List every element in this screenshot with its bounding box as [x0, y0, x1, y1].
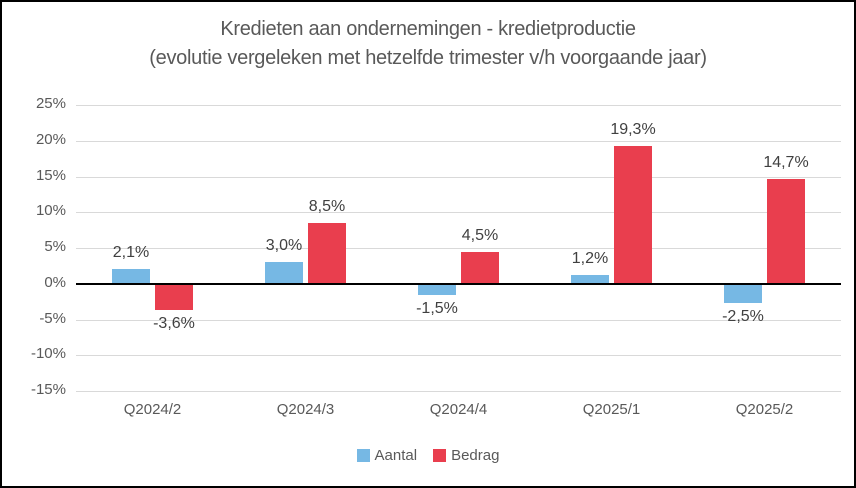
gridline: [76, 355, 841, 357]
legend-swatch-aantal: [356, 449, 370, 462]
data-label: 19,3%: [610, 120, 656, 138]
gridline: [76, 391, 841, 392]
y-tick-label: -5%: [39, 309, 66, 327]
data-label: 8,5%: [308, 197, 346, 215]
y-tick-label: 25%: [35, 95, 66, 112]
x-tick-label: Q2025/1: [582, 401, 641, 418]
legend-item-bedrag: Bedrag: [433, 447, 499, 464]
zero-axis-line: [76, 282, 841, 285]
data-label: 1,2%: [571, 250, 609, 268]
bar-bedrag: [614, 145, 652, 284]
bar-aantal: [571, 275, 609, 284]
x-tick-label: Q2024/4: [429, 401, 488, 418]
gridline: [76, 176, 841, 178]
bar-bedrag: [461, 251, 499, 284]
y-tick-label: 20%: [35, 130, 66, 148]
x-tick-label: Q2024/3: [276, 401, 335, 418]
data-label: 14,7%: [763, 153, 809, 171]
legend: Aantal Bedrag: [2, 447, 854, 464]
y-tick-label: 15%: [35, 166, 66, 184]
gridline: [76, 319, 841, 321]
bar-aantal: [265, 262, 303, 284]
data-label: 4,5%: [461, 226, 499, 244]
bar-bedrag: [767, 178, 805, 284]
plot-area: 2,1% -3,6% 3,0% 8,5% -1,5% 4,5% 1,2% 19,3% -2,5%…: [76, 105, 841, 392]
data-label: 3,0%: [265, 237, 303, 255]
data-label: -2,5%: [722, 307, 764, 325]
chart-title-line2: (evolutie vergeleken met hetzelfde trime…: [149, 47, 707, 69]
legend-item-aantal: Aantal: [356, 447, 418, 464]
gridline: [76, 105, 841, 106]
y-tick-label: 0%: [44, 273, 66, 291]
y-tick-label: 10%: [35, 202, 66, 220]
gridline: [76, 212, 841, 214]
y-tick-label: 5%: [44, 238, 66, 255]
legend-swatch-bedrag: [433, 449, 447, 462]
bar-aantal: [418, 284, 456, 296]
gridline: [76, 248, 841, 249]
chart-title-line1: Kredieten aan ondernemingen - kredietpro…: [220, 18, 636, 40]
y-tick-label: -15%: [30, 381, 66, 398]
gridline: [76, 140, 841, 142]
data-label: -1,5%: [416, 300, 458, 318]
data-label: 2,1%: [112, 243, 150, 261]
x-tick-label: Q2025/2: [735, 401, 794, 418]
data-label: -3,6%: [153, 315, 195, 333]
bar-aantal: [112, 268, 150, 284]
x-tick-label: Q2024/2: [123, 401, 182, 418]
bar-bedrag: [155, 284, 193, 311]
bar-aantal: [724, 284, 762, 303]
legend-label: Bedrag: [451, 447, 500, 464]
chart-title: Kredieten aan ondernemingen - kredietpro…: [2, 15, 854, 73]
legend-label: Aantal: [374, 447, 418, 464]
y-tick-label: -10%: [30, 345, 66, 363]
bar-bedrag: [308, 222, 346, 284]
